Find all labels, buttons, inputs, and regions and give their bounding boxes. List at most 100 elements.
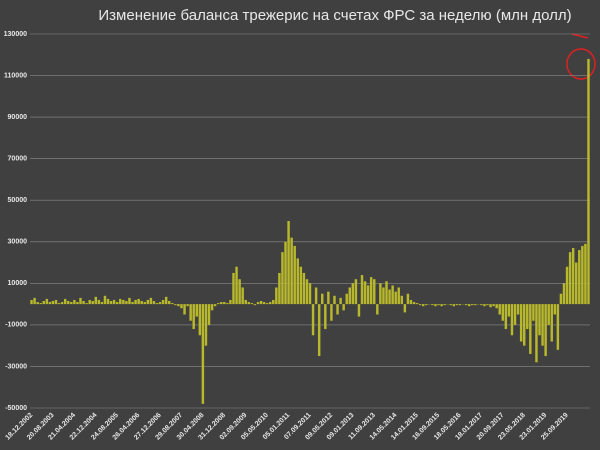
bar — [125, 300, 128, 305]
bar — [115, 302, 119, 305]
bar — [575, 262, 578, 305]
bar — [553, 304, 557, 315]
bar — [54, 299, 58, 305]
bar — [330, 304, 333, 321]
bar — [216, 303, 220, 305]
bar — [425, 304, 428, 306]
bar — [406, 293, 410, 305]
bar — [314, 287, 318, 305]
bar — [198, 304, 202, 336]
bar — [342, 304, 345, 311]
bar — [317, 304, 321, 357]
bar — [403, 304, 407, 313]
bar — [39, 303, 42, 305]
bar — [522, 304, 526, 346]
bar — [67, 300, 70, 305]
bar — [578, 250, 581, 305]
bar — [382, 287, 385, 305]
bar — [339, 297, 342, 305]
bar — [584, 243, 587, 305]
bar — [321, 293, 324, 305]
bar — [42, 300, 45, 305]
bar — [571, 248, 575, 305]
bar — [559, 293, 563, 305]
bar — [360, 275, 364, 305]
bar — [226, 303, 229, 305]
bar — [458, 304, 462, 306]
bar — [177, 304, 180, 307]
bar — [149, 297, 153, 305]
bar — [526, 304, 529, 330]
bar — [48, 302, 52, 305]
bar — [146, 299, 150, 305]
bar — [253, 304, 257, 306]
bar — [220, 302, 223, 305]
bar — [538, 304, 541, 336]
bar — [562, 283, 566, 305]
bar — [45, 298, 49, 305]
bar — [131, 302, 134, 305]
bar — [544, 304, 547, 357]
y-tick-label: 30000 — [8, 239, 28, 246]
bar — [244, 299, 247, 305]
bar — [235, 266, 238, 305]
y-tick-label: -50000 — [5, 405, 27, 412]
bar — [504, 304, 508, 330]
bar — [385, 281, 388, 305]
bar — [440, 304, 443, 307]
bar — [232, 272, 235, 305]
bar — [281, 252, 284, 305]
bar — [128, 297, 131, 305]
y-tick-label: 110000 — [4, 72, 27, 79]
bar — [278, 272, 281, 305]
bar — [529, 304, 532, 354]
bar — [397, 287, 400, 305]
bar — [229, 299, 232, 305]
bar — [363, 281, 367, 305]
bar — [275, 287, 278, 305]
bar — [489, 304, 492, 308]
bar — [357, 304, 361, 317]
bar — [174, 304, 177, 306]
bar — [443, 304, 446, 306]
bar — [189, 304, 192, 321]
bar — [262, 302, 266, 305]
bar — [76, 302, 79, 305]
bar — [587, 58, 590, 305]
bar — [510, 304, 514, 336]
bar — [431, 304, 434, 306]
bar — [366, 285, 370, 305]
bar — [369, 277, 373, 305]
bar — [247, 302, 251, 305]
bar — [581, 245, 584, 305]
bar — [464, 304, 468, 306]
bar — [305, 279, 309, 305]
y-tick-label: -30000 — [5, 363, 27, 370]
bar — [391, 285, 394, 305]
bar — [492, 304, 495, 307]
bar — [449, 304, 452, 306]
bar — [550, 304, 553, 342]
bar — [568, 252, 572, 305]
bar — [474, 304, 477, 306]
bar — [94, 296, 98, 305]
bar — [164, 296, 168, 305]
y-tick-label: 10000 — [8, 280, 28, 287]
bar — [516, 304, 520, 315]
bar — [299, 266, 303, 305]
bar — [122, 299, 125, 305]
bar — [272, 299, 275, 305]
bar — [547, 304, 550, 325]
bar — [259, 300, 263, 305]
bar — [565, 266, 569, 305]
chart-title: Изменение баланса трежерис на счетах ФРС… — [98, 7, 571, 24]
bar — [97, 299, 101, 305]
bar — [284, 241, 287, 305]
bar — [327, 291, 330, 305]
bar — [241, 287, 244, 305]
bar — [60, 302, 64, 305]
bar — [112, 299, 116, 305]
bar — [168, 300, 171, 305]
bar — [213, 304, 217, 307]
